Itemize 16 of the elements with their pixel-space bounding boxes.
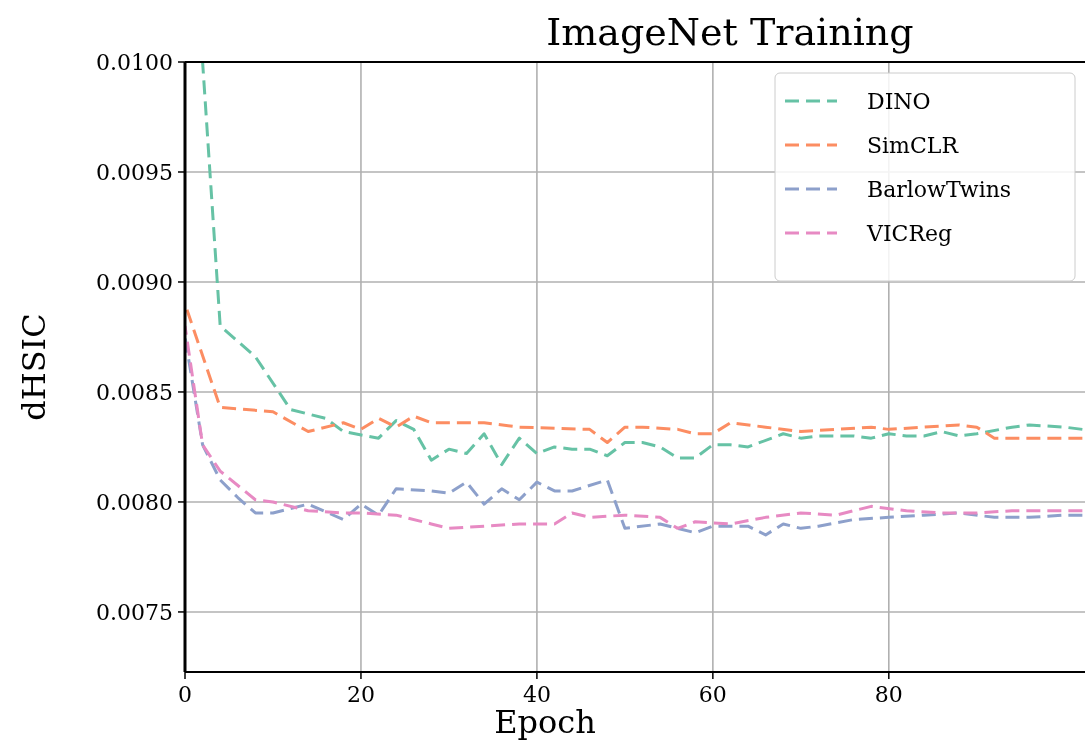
legend-label: BarlowTwins (867, 177, 1012, 202)
y-tick-label: 0.0090 (96, 269, 173, 295)
y-tick-label: 0.0100 (96, 50, 173, 75)
legend-label: DINO (867, 89, 931, 114)
x-tick-label: 0 (178, 682, 192, 707)
legend-label: VICReg (866, 221, 953, 246)
y-tick-label: 0.0075 (96, 599, 173, 625)
y-tick-label: 0.0095 (96, 159, 173, 185)
x-tick-label: 60 (698, 682, 727, 707)
x-tick-label: 20 (346, 682, 375, 707)
chart-title: ImageNet Training (546, 10, 914, 54)
x-tick-label: 80 (874, 682, 903, 707)
y-axis-title: dHSIC (15, 313, 53, 421)
y-tick-label: 0.0080 (96, 489, 173, 515)
legend-label: SimCLR (867, 133, 960, 158)
y-tick-label: 0.0085 (96, 379, 173, 405)
